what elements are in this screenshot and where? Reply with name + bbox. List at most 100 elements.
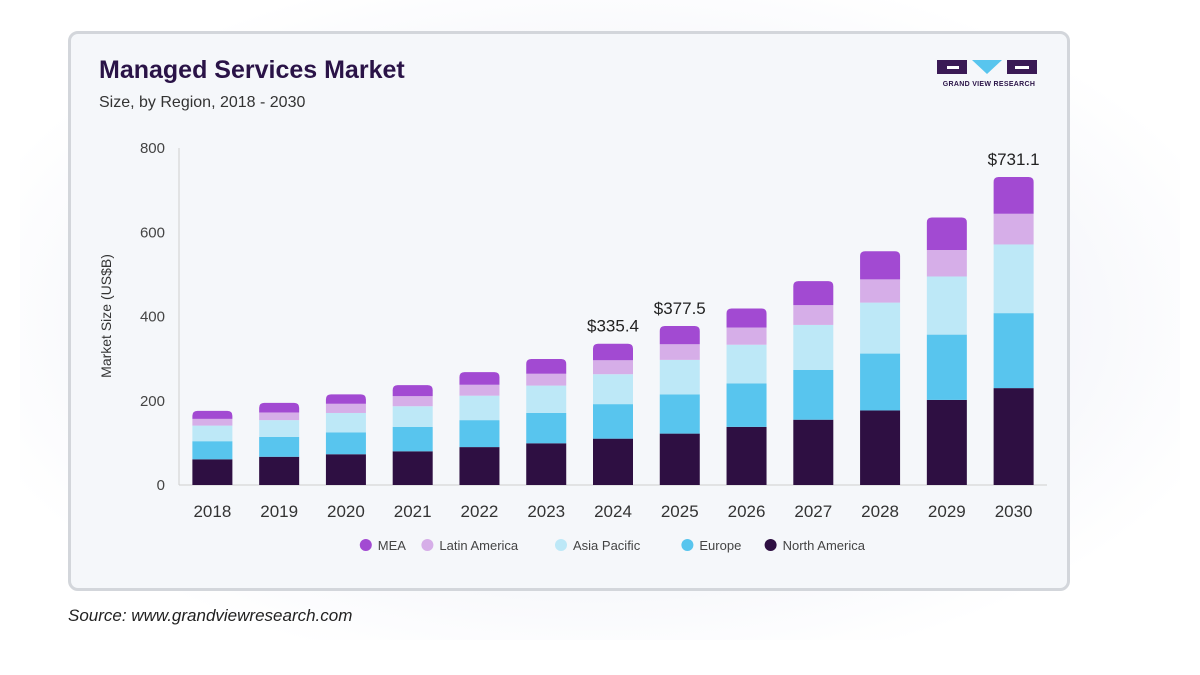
x-tick-label: 2019 <box>260 502 298 521</box>
x-tick-label: 2026 <box>728 502 766 521</box>
bar-segment-europe <box>392 426 433 452</box>
x-tick-label: 2020 <box>327 502 365 521</box>
bar-segment-north-america <box>659 433 700 485</box>
legend-label: Latin America <box>439 538 519 553</box>
bar-segment-europe <box>526 412 567 444</box>
bar-segment-europe <box>192 441 233 460</box>
bar-segment-europe <box>259 436 300 457</box>
bar-segment-north-america <box>526 443 567 485</box>
bar-segment-europe <box>793 369 834 420</box>
legend-label: MEA <box>378 538 407 553</box>
bar-segment-asia-pacific <box>926 276 967 335</box>
bar-segment-europe <box>659 394 700 434</box>
chart-card: Managed Services Market Size, by Region,… <box>68 31 1070 591</box>
y-tick-label: 0 <box>157 477 165 494</box>
bar-segment-latin-america <box>593 360 633 375</box>
bar-segment-latin-america <box>926 249 967 277</box>
legend-marker <box>359 539 372 551</box>
legend-marker <box>681 539 694 551</box>
bar-segment-mea <box>459 372 500 385</box>
bar-segment-north-america <box>793 419 834 485</box>
x-tick-label: 2018 <box>193 502 231 521</box>
bar-segment-latin-america <box>860 279 901 303</box>
legend-marker <box>555 539 567 551</box>
bar-segment-mea <box>793 281 834 306</box>
bar-segment-north-america <box>726 426 767 485</box>
bar-segment-europe <box>593 404 633 439</box>
bar-segment-latin-america <box>259 412 300 421</box>
bar-segment-mea <box>325 394 366 404</box>
bar-segment-north-america <box>392 451 433 485</box>
bar-segment-mea <box>726 308 767 328</box>
logo-text: GRAND VIEW RESEARCH <box>942 81 1036 88</box>
y-tick-label: 400 <box>140 309 165 326</box>
bar-segment-asia-pacific <box>993 244 1034 314</box>
bar-segment-europe <box>993 313 1034 389</box>
bar-segment-asia-pacific <box>526 385 567 413</box>
bar-segment-latin-america <box>726 327 767 345</box>
bar-segment-mea <box>993 177 1034 214</box>
x-tick-label: 2027 <box>794 502 832 521</box>
bar-segment-north-america <box>259 456 300 485</box>
bar-segment-europe <box>926 334 967 400</box>
bar-segment-mea <box>593 343 633 361</box>
x-tick-label: 2029 <box>928 502 966 521</box>
bar-segment-latin-america <box>392 396 433 407</box>
y-tick-label: 200 <box>140 393 165 410</box>
bar-segment-mea <box>392 385 433 397</box>
bar-segment-mea <box>259 402 300 413</box>
total-data-label: $335.4 <box>587 317 639 336</box>
bar-segment-north-america <box>860 410 901 485</box>
bar-segment-mea <box>526 359 567 374</box>
bar-segment-asia-pacific <box>659 359 700 395</box>
bar-segment-latin-america <box>459 384 500 396</box>
bar-segment-north-america <box>325 454 366 485</box>
bar-segment-latin-america <box>526 373 567 386</box>
bar-segment-north-america <box>993 388 1034 485</box>
legend-label: Europe <box>699 538 741 553</box>
bar-segment-latin-america <box>793 305 834 325</box>
bar-segment-north-america <box>593 438 633 485</box>
bar-segment-mea <box>860 251 901 280</box>
bar-segment-europe <box>459 420 500 448</box>
bar-segment-asia-pacific <box>860 302 901 354</box>
stacked-bar-chart: 0 200 400 600 800 Market Size (US$B) 2018 2019 2… <box>98 140 1047 553</box>
chart-title: Managed Services Market <box>99 56 405 84</box>
bar-segment-latin-america <box>192 418 233 426</box>
bar-segment-mea <box>926 217 967 250</box>
bar-segment-asia-pacific <box>459 395 500 421</box>
legend-label: North America <box>783 538 866 553</box>
bar-segment-asia-pacific <box>392 406 433 427</box>
y-tick-label: 600 <box>140 224 165 241</box>
bar-segment-north-america <box>459 447 500 485</box>
legend-label: Asia Pacific <box>573 538 641 553</box>
x-tick-label: 2028 <box>861 502 899 521</box>
bar-segment-europe <box>325 432 366 455</box>
bar-segment-latin-america <box>325 403 366 413</box>
bar-segment-asia-pacific <box>726 344 767 384</box>
bar-segment-latin-america <box>659 344 700 360</box>
y-tick-label: 800 <box>140 140 165 157</box>
bar-segment-mea <box>192 410 233 419</box>
bar-segment-asia-pacific <box>259 420 300 437</box>
x-tick-label: 2023 <box>527 502 565 521</box>
bar-segment-europe <box>860 353 901 411</box>
x-tick-label: 2022 <box>461 502 499 521</box>
total-data-label: $731.1 <box>988 150 1040 169</box>
bar-segment-north-america <box>926 399 967 485</box>
bar-segment-asia-pacific <box>192 425 233 442</box>
bar-segment-asia-pacific <box>793 324 834 370</box>
y-axis-label: Market Size (US$B) <box>98 254 114 378</box>
bar-segment-north-america <box>192 459 233 485</box>
x-tick-label: 2024 <box>594 502 632 521</box>
legend-marker <box>764 539 777 551</box>
grand-view-research-logo <box>937 60 1037 74</box>
source-text: Source: www.grandviewresearch.com <box>68 606 353 625</box>
x-tick-label: 2021 <box>394 502 432 521</box>
bar-segment-mea <box>659 325 700 345</box>
total-data-label: $377.5 <box>654 299 706 318</box>
bar-segment-asia-pacific <box>325 412 366 433</box>
legend-marker <box>421 539 434 551</box>
bar-segment-latin-america <box>993 213 1034 245</box>
chart-subtitle: Size, by Region, 2018 - 2030 <box>99 94 306 111</box>
